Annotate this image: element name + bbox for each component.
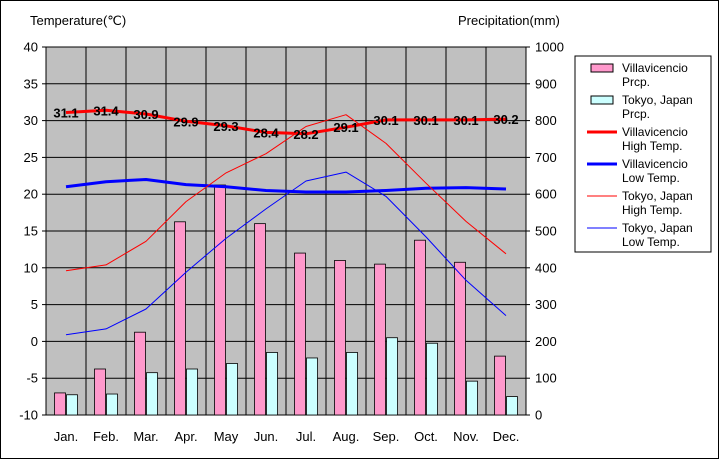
x-tick-3: Apr. — [174, 429, 197, 444]
legend-label-bar-1-line1: Prcp. — [622, 107, 650, 121]
y-left-tick-9: -5 — [26, 371, 38, 386]
y-right-tick-9: 100 — [535, 371, 557, 386]
series-line-3 — [65, 171, 507, 336]
y-right-tick-3: 700 — [535, 150, 557, 165]
y-right-tick-0: 1000 — [535, 40, 564, 55]
data-label-0-6: 28.2 — [293, 127, 318, 142]
bar-s1-5 — [266, 352, 278, 416]
y-left-tick-0: 40 — [24, 40, 38, 55]
y-right-tick-4: 600 — [535, 187, 557, 202]
data-label-0-11: 30.2 — [493, 112, 518, 127]
data-labels-group: 31.1 31.4 30.9 29.9 29.3 28.4 28.2 29.1 30.1 30.1… — [53, 103, 518, 142]
x-tick-6: Jul. — [296, 429, 316, 444]
y-left-tick-6: 10 — [24, 260, 38, 275]
y-left-axis-title: Temperature(℃) — [30, 13, 126, 28]
y-right-tick-2: 800 — [535, 113, 557, 128]
bar-s1-6 — [306, 357, 318, 416]
bar-s1-9 — [426, 342, 438, 416]
x-tick-11: Dec. — [493, 429, 520, 444]
y-left-tick-3: 25 — [24, 150, 38, 165]
bar-s1-11 — [506, 396, 518, 416]
x-tick-2: Mar. — [133, 429, 158, 444]
x-tick-7: Aug. — [333, 429, 360, 444]
y-left-tick-1: 35 — [24, 76, 38, 91]
legend-label-line-0-line1: High Temp. — [622, 139, 682, 153]
y-right-tick-10: 0 — [535, 408, 542, 423]
bar-series-group — [54, 184, 518, 416]
series-line-0 — [65, 108, 507, 136]
gridlines — [46, 47, 526, 415]
legend-label-line-0-line0: Villavicencio — [622, 125, 688, 139]
data-label-0-0: 31.1 — [53, 106, 78, 121]
bar-s0-5 — [254, 223, 266, 416]
bar-s0-1 — [94, 368, 106, 416]
bar-s1-4 — [226, 363, 238, 416]
series-line-1 — [65, 178, 507, 194]
bar-s0-8 — [374, 263, 386, 416]
legend-label-line-2-line1: High Temp. — [622, 203, 682, 217]
data-label-0-3: 29.9 — [173, 114, 198, 129]
y-right-tick-1: 900 — [535, 76, 557, 91]
legend-label-line-1-line0: Villavicencio — [622, 157, 688, 171]
bar-s0-3 — [174, 221, 186, 416]
x-tick-0: Jan. — [54, 429, 79, 444]
y-left-tick-10: -10 — [19, 408, 38, 423]
y-right-tick-7: 300 — [535, 297, 557, 312]
bar-s1-8 — [386, 337, 398, 416]
data-label-0-5: 28.4 — [253, 125, 279, 140]
bar-s0-11 — [494, 355, 506, 416]
data-label-0-1: 31.4 — [93, 103, 119, 118]
legend-label-line-3-line0: Tokyo, Japan — [622, 221, 693, 235]
x-tick-1: Feb. — [93, 429, 119, 444]
data-label-0-7: 29.1 — [333, 120, 358, 135]
legend-box — [574, 55, 712, 253]
legend-label-line-1-line1: Low Temp. — [622, 171, 680, 185]
y-left-tick-5: 15 — [24, 224, 38, 239]
data-label-0-9: 30.1 — [413, 113, 438, 128]
bar-s0-6 — [294, 252, 306, 416]
y-right-tick-6: 400 — [535, 260, 557, 275]
y-right-tick-5: 500 — [535, 224, 557, 239]
bar-s0-9 — [414, 239, 426, 416]
bar-s0-0 — [54, 392, 66, 416]
bar-s1-2 — [146, 372, 158, 416]
data-label-0-2: 30.9 — [133, 107, 158, 122]
legend-label-line-3-line1: Low Temp. — [622, 235, 680, 249]
data-label-0-8: 30.1 — [373, 113, 398, 128]
bar-s1-1 — [106, 393, 118, 416]
x-tick-10: Nov. — [453, 429, 479, 444]
y-left-tick-7: 5 — [31, 297, 38, 312]
y-left-tick-8: 0 — [31, 334, 38, 349]
y-right-axis-title: Precipitation(mm) — [458, 13, 560, 28]
bar-s0-7 — [334, 260, 346, 416]
x-tick-4: May — [214, 429, 239, 444]
x-tick-9: Oct. — [414, 429, 438, 444]
legend-swatch-bar-1 — [590, 95, 614, 105]
bar-s0-4 — [214, 184, 226, 416]
axes-group: 4035302520151050-5-101000900800700600500… — [19, 40, 564, 445]
data-label-0-4: 29.3 — [213, 119, 238, 134]
bar-s1-7 — [346, 352, 358, 416]
legend-label-line-2-line0: Tokyo, Japan — [622, 189, 693, 203]
y-left-tick-2: 30 — [24, 113, 38, 128]
legend-swatch-bar-0 — [590, 63, 614, 73]
bar-s1-0 — [66, 394, 78, 416]
x-tick-5: Jun. — [254, 429, 279, 444]
x-tick-8: Sep. — [373, 429, 400, 444]
bar-s1-3 — [186, 368, 198, 416]
line-series-group — [65, 108, 507, 336]
bar-s0-2 — [134, 331, 146, 416]
y-left-tick-4: 20 — [24, 187, 38, 202]
legend-label-bar-1-line0: Tokyo, Japan — [622, 93, 693, 107]
bar-s0-10 — [454, 261, 466, 416]
y-right-tick-8: 200 — [535, 334, 557, 349]
legend-label-bar-0-line1: Prcp. — [622, 75, 650, 89]
legend-label-bar-0-line0: Villavicencio — [622, 61, 688, 75]
bar-s1-10 — [466, 380, 478, 416]
series-line-2 — [65, 114, 507, 272]
data-label-0-10: 30.1 — [453, 113, 478, 128]
